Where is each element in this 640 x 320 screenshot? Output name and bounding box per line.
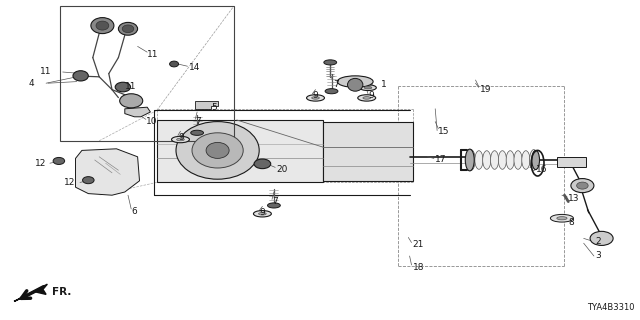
Ellipse shape (325, 89, 338, 94)
Ellipse shape (312, 97, 319, 99)
Ellipse shape (172, 136, 189, 143)
Ellipse shape (506, 151, 515, 169)
Ellipse shape (177, 138, 184, 141)
Ellipse shape (176, 122, 259, 179)
Ellipse shape (192, 133, 243, 168)
Ellipse shape (170, 61, 179, 67)
Ellipse shape (259, 212, 266, 215)
Ellipse shape (571, 179, 594, 193)
Ellipse shape (53, 157, 65, 164)
Ellipse shape (557, 217, 567, 220)
Text: 1: 1 (381, 80, 387, 89)
Ellipse shape (465, 149, 474, 171)
Text: FR.: FR. (52, 287, 72, 297)
Ellipse shape (348, 78, 363, 91)
Text: 6: 6 (131, 207, 137, 216)
Ellipse shape (522, 151, 530, 169)
Polygon shape (195, 101, 218, 109)
Ellipse shape (358, 95, 376, 101)
Ellipse shape (577, 182, 588, 189)
Bar (60, 6, 234, 141)
Text: 11: 11 (147, 50, 159, 59)
Ellipse shape (532, 150, 540, 170)
Ellipse shape (499, 151, 506, 169)
Ellipse shape (475, 151, 483, 169)
Ellipse shape (490, 151, 499, 169)
Text: 3: 3 (595, 252, 601, 260)
Ellipse shape (122, 25, 134, 33)
Bar (157, 120, 323, 182)
Ellipse shape (590, 231, 613, 245)
Ellipse shape (191, 130, 204, 135)
Text: 18: 18 (413, 263, 424, 272)
Ellipse shape (467, 149, 475, 170)
Ellipse shape (91, 18, 114, 34)
Polygon shape (14, 284, 47, 301)
Ellipse shape (307, 95, 324, 101)
Ellipse shape (360, 85, 376, 91)
Text: 9: 9 (368, 92, 374, 100)
Text: 16: 16 (536, 165, 548, 174)
Text: 12: 12 (64, 178, 76, 187)
Text: 10: 10 (146, 117, 157, 126)
Ellipse shape (118, 22, 138, 35)
Ellipse shape (514, 151, 522, 169)
Ellipse shape (253, 211, 271, 217)
Ellipse shape (73, 71, 88, 81)
Ellipse shape (483, 151, 491, 169)
Text: 5: 5 (211, 103, 217, 112)
Text: 14: 14 (189, 63, 200, 72)
Text: 17: 17 (435, 156, 447, 164)
Text: 9: 9 (259, 208, 265, 217)
Ellipse shape (268, 203, 280, 208)
Text: 7: 7 (272, 197, 278, 206)
Text: 9: 9 (178, 133, 184, 142)
Text: 20: 20 (276, 165, 288, 174)
Text: 19: 19 (480, 85, 492, 94)
Ellipse shape (96, 21, 109, 30)
Ellipse shape (83, 177, 94, 184)
Text: 2: 2 (595, 237, 601, 246)
Bar (557, 157, 586, 167)
Text: 7: 7 (195, 117, 201, 126)
Ellipse shape (530, 149, 538, 170)
Text: 21: 21 (413, 240, 424, 249)
Text: 7: 7 (333, 80, 339, 89)
Ellipse shape (364, 86, 372, 89)
Ellipse shape (337, 76, 373, 87)
Text: 11: 11 (40, 68, 51, 76)
Text: 13: 13 (568, 194, 580, 203)
Ellipse shape (254, 159, 271, 169)
Ellipse shape (550, 214, 573, 222)
Ellipse shape (115, 82, 131, 92)
Ellipse shape (324, 60, 337, 65)
Text: TYA4B3310: TYA4B3310 (588, 303, 635, 312)
Text: 8: 8 (568, 218, 574, 227)
Text: 12: 12 (35, 159, 47, 168)
Text: 9: 9 (312, 92, 318, 100)
Text: 4: 4 (29, 79, 35, 88)
Ellipse shape (206, 142, 229, 158)
Ellipse shape (363, 97, 371, 99)
Text: 15: 15 (438, 127, 450, 136)
Ellipse shape (120, 94, 143, 108)
Bar (323, 122, 413, 181)
Text: 11: 11 (125, 82, 136, 91)
Polygon shape (125, 107, 150, 117)
Polygon shape (76, 149, 140, 195)
